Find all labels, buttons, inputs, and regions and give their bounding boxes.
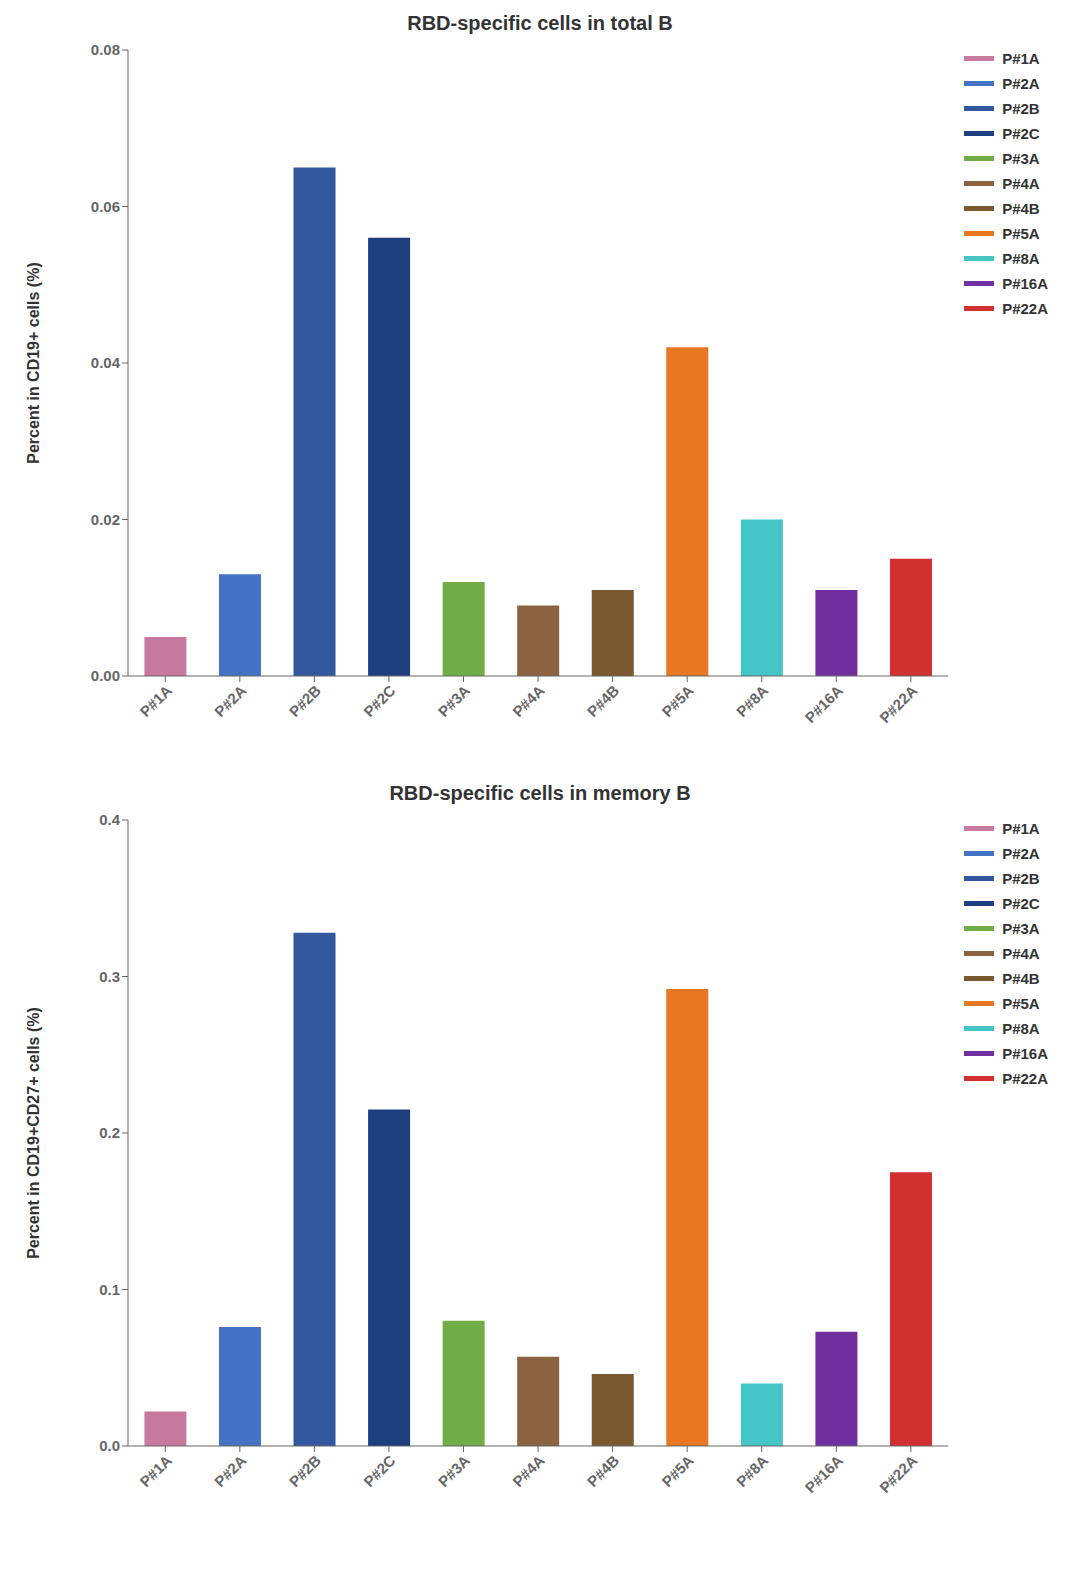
html-text:P#2A: P#2A [1002, 75, 1040, 92]
html-text:RBD-specific cells in total B: RBD-specific cells in total B [407, 12, 673, 34]
html-text:P#2C: P#2C [1002, 125, 1040, 142]
html-text:P#2C: P#2C [1002, 895, 1040, 912]
html-text:P#4B: P#4B [1002, 970, 1040, 987]
html-text:P#22A: P#22A [1002, 300, 1048, 317]
svg-text:P#4B: P#4B [584, 1452, 623, 1491]
html-text:P#4A: P#4A [1002, 175, 1040, 192]
html-text:P#16A: P#16A [1002, 275, 1048, 292]
html-text:P#4A: P#4A [1002, 945, 1040, 962]
svg-text:Percent in CD19+ cells (%): Percent in CD19+ cells (%) [25, 262, 42, 463]
svg-text:0.06: 0.06 [91, 198, 120, 215]
svg-text:P#8A: P#8A [733, 682, 772, 721]
svg-text:P#5A: P#5A [658, 1452, 697, 1491]
svg-text:P#1A: P#1A [136, 1452, 175, 1491]
html-text:P#8A: P#8A [1002, 1020, 1040, 1037]
svg-text:P#1A: P#1A [136, 682, 175, 721]
svg-text:P#16A: P#16A [801, 682, 846, 727]
svg-text:0.04: 0.04 [91, 354, 121, 371]
svg-text:0.3: 0.3 [99, 968, 120, 985]
html-text:P#8A: P#8A [1002, 250, 1040, 267]
html-text:P#3A: P#3A [1002, 150, 1040, 167]
html-text:P#1A: P#1A [1002, 820, 1040, 837]
svg-text:P#2B: P#2B [285, 1452, 324, 1491]
html-text:P#3A: P#3A [1002, 920, 1040, 937]
svg-text:P#3A: P#3A [435, 1452, 474, 1491]
svg-text:P#4B: P#4B [584, 682, 623, 721]
html-text:P#4B: P#4B [1002, 200, 1040, 217]
svg-text:Percent in CD19+CD27+ cells (%: Percent in CD19+CD27+ cells (%) [25, 1007, 42, 1259]
html-text:P#16A: P#16A [1002, 1045, 1048, 1062]
html-text:P#5A: P#5A [1002, 225, 1040, 242]
svg-text:P#2A: P#2A [211, 1452, 250, 1491]
svg-text:P#4A: P#4A [509, 1452, 548, 1491]
html-text:P#22A: P#22A [1002, 1070, 1048, 1087]
svg-text:P#2C: P#2C [360, 682, 399, 721]
svg-text:0.2: 0.2 [99, 1124, 120, 1141]
html-text:RBD-specific cells in memory B: RBD-specific cells in memory B [389, 782, 691, 804]
html-text:P#2B: P#2B [1002, 100, 1040, 117]
html-text:P#2A: P#2A [1002, 845, 1040, 862]
svg-text:0.1: 0.1 [99, 1281, 120, 1298]
html-text:P#5A: P#5A [1002, 995, 1040, 1012]
svg-text:0.02: 0.02 [91, 511, 120, 528]
svg-text:0.08: 0.08 [91, 41, 120, 58]
svg-text:P#2C: P#2C [360, 1452, 399, 1491]
svg-text:P#2A: P#2A [211, 682, 250, 721]
svg-text:P#16A: P#16A [801, 1452, 846, 1497]
svg-text:0.4: 0.4 [99, 811, 121, 828]
svg-text:P#22A: P#22A [876, 682, 921, 727]
svg-text:P#4A: P#4A [509, 682, 548, 721]
svg-text:P#2B: P#2B [285, 682, 324, 721]
svg-text:0.00: 0.00 [91, 667, 120, 684]
svg-text:P#5A: P#5A [658, 682, 697, 721]
svg-text:0.0: 0.0 [99, 1437, 120, 1454]
svg-text:P#22A: P#22A [876, 1452, 921, 1497]
html-text:P#2B: P#2B [1002, 870, 1040, 887]
html-text:P#1A: P#1A [1002, 50, 1040, 67]
svg-text:P#3A: P#3A [435, 682, 474, 721]
svg-text:P#8A: P#8A [733, 1452, 772, 1491]
